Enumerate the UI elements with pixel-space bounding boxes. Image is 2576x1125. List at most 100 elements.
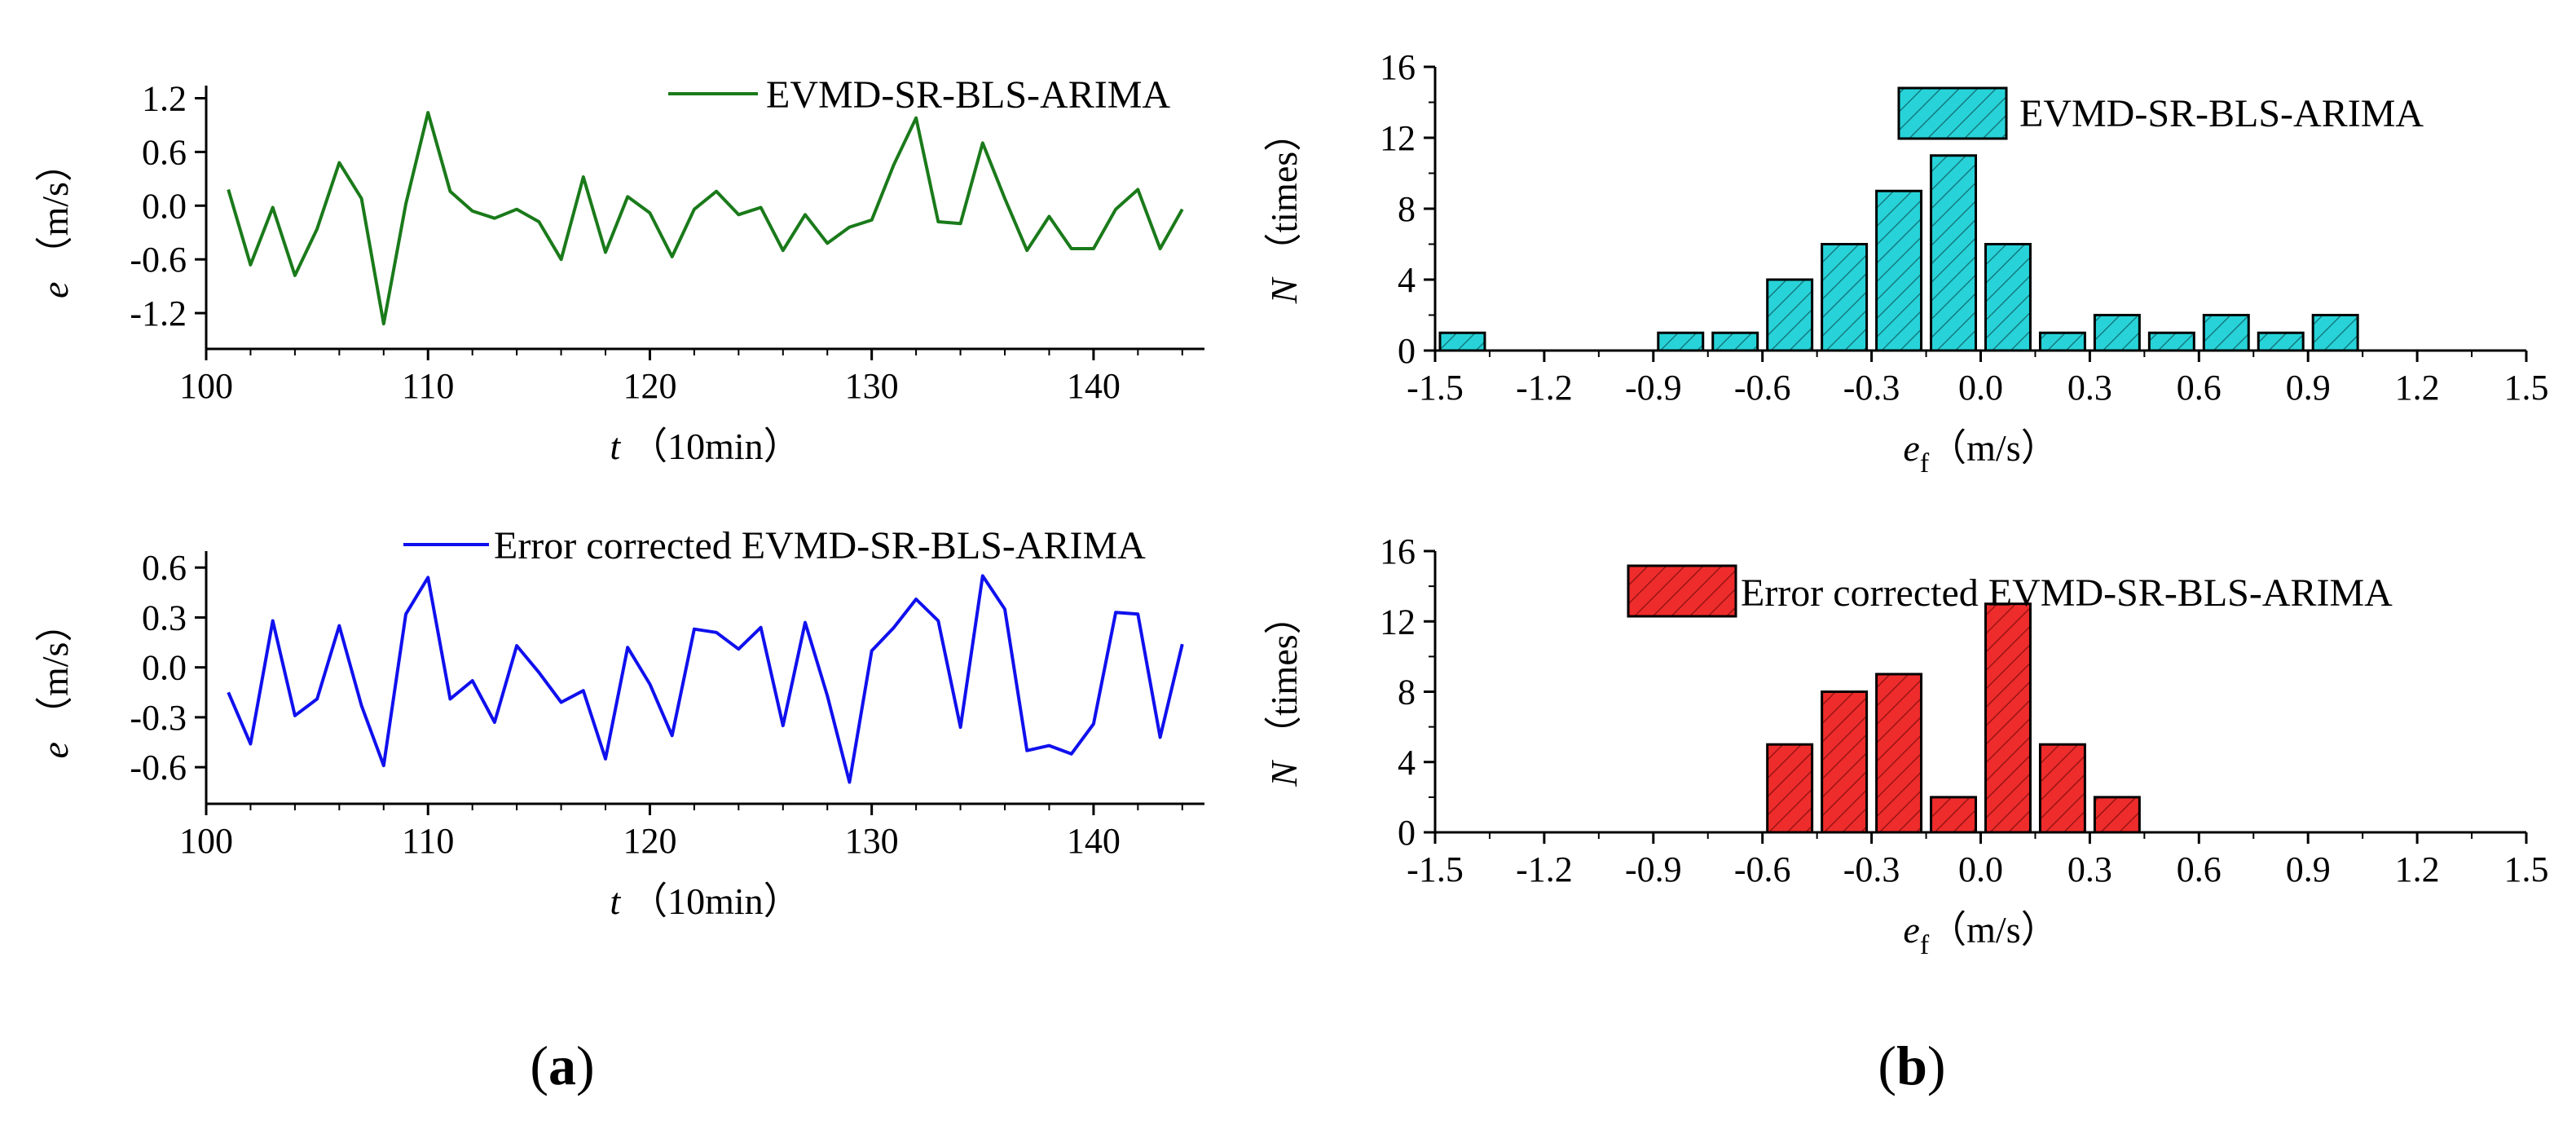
x-axis-unit: （m/s） — [1929, 427, 2058, 469]
y-axis-variable: e — [34, 742, 76, 758]
x-tick-label: -1.5 — [1407, 368, 1464, 408]
x-axis-subscript: f — [1920, 930, 1930, 960]
chart-a-top-error-series: 1.2 0.6 0.0 -0.6 -1.2 100 110 120 130 140 t （10min）… — [34, 73, 1204, 467]
x-tick-label: -0.9 — [1625, 368, 1682, 408]
x-tick-label: 110 — [402, 366, 454, 406]
x-tick-label: 0.0 — [1958, 368, 2003, 408]
x-tick-label: 140 — [1067, 821, 1121, 861]
x-tick-label: -0.6 — [1734, 368, 1791, 408]
x-tick-label: -0.6 — [1734, 849, 1791, 889]
panel-label-b: (b) — [1878, 1035, 1945, 1096]
x-tick-label: 140 — [1067, 366, 1121, 406]
x-tick-label: 120 — [623, 821, 676, 861]
y-axis-variable: N — [1263, 276, 1305, 304]
y-tick-label: -1.2 — [130, 293, 187, 333]
histogram-bar — [1438, 331, 1486, 352]
histogram-bar — [2257, 331, 2305, 352]
x-tick-label: 1.2 — [2395, 849, 2440, 889]
y-tick-label: -0.6 — [130, 240, 187, 280]
y-axis-unit: （m/s） — [34, 605, 76, 734]
histogram-bar — [1930, 796, 1978, 834]
y-tick-label: 4 — [1398, 743, 1416, 783]
y-tick-label: 8 — [1398, 189, 1416, 229]
histogram-bar — [1821, 690, 1869, 834]
legend-label: Error corrected EVMD-SR-BLS-ARIMA — [1741, 571, 2393, 615]
legend-label: EVMD-SR-BLS-ARIMA — [766, 73, 1170, 117]
x-tick-label: 1.5 — [2504, 368, 2549, 408]
y-tick-label: 1.2 — [142, 78, 187, 118]
x-axis-label: ef（m/s） — [1903, 427, 2058, 479]
x-tick-label: 120 — [623, 366, 676, 406]
x-tick-label: 0.3 — [2067, 368, 2112, 408]
y-axis-label: N （times） — [1263, 597, 1305, 787]
histogram-bar — [1984, 602, 2032, 834]
histogram-bar — [2202, 314, 2250, 352]
chart-b-top-error-histogram: 0 4 8 12 16 -1.5 -1.2 -0.9 -0.6 -0.3 0.0 0.3 0.6 0.9 1… — [1263, 47, 2549, 479]
x-tick-label: -0.9 — [1625, 849, 1682, 889]
x-axis-variable: t — [610, 426, 621, 467]
histogram-bar — [2311, 314, 2359, 352]
y-tick-label: 0 — [1398, 813, 1416, 853]
axes — [195, 551, 1204, 815]
x-axis-variable: e — [1903, 427, 1919, 469]
y-tick-label: 0.3 — [142, 598, 187, 638]
histogram-bar — [1875, 673, 1923, 834]
x-tick-label: 0.6 — [2177, 849, 2222, 889]
histogram-bar — [2093, 796, 2141, 834]
axes — [1424, 549, 2528, 844]
y-axis-unit: （times） — [1263, 597, 1305, 753]
histogram-bar — [1930, 154, 1978, 352]
x-axis-label: t （10min） — [610, 426, 800, 467]
x-tick-label: 130 — [845, 366, 899, 406]
legend-swatch — [1627, 564, 1737, 618]
x-tick-label: 0.3 — [2067, 849, 2112, 889]
x-tick-label: 0.6 — [2177, 368, 2222, 408]
histogram-bar — [2038, 331, 2086, 352]
legend-label: EVMD-SR-BLS-ARIMA — [2019, 92, 2424, 135]
y-tick-label: 0.6 — [142, 548, 187, 588]
histogram-bar — [1711, 331, 1759, 352]
x-tick-label: 130 — [845, 821, 899, 861]
histogram-bar — [1984, 243, 2032, 352]
x-tick-label: 0.9 — [2286, 849, 2331, 889]
x-tick-label: -1.5 — [1407, 849, 1464, 889]
x-tick-label: 100 — [179, 366, 233, 406]
histogram-bar — [1821, 243, 1869, 352]
chart-b-bottom-corrected-error-histogram: 0 4 8 12 16 -1.5 -1.2 -0.9 -0.6 -0.3 0.0 0.3 0.6 0.9 1… — [1263, 532, 2549, 960]
series-line — [227, 111, 1184, 326]
x-axis-unit: （m/s） — [1929, 909, 2058, 951]
x-axis-label: ef（m/s） — [1903, 909, 2058, 960]
histogram-bar — [1766, 743, 1814, 834]
x-axis-unit: （10min） — [630, 426, 801, 467]
x-axis-label: t （10min） — [610, 880, 800, 922]
x-tick-label: 110 — [402, 821, 454, 861]
y-axis-variable: N — [1263, 760, 1305, 788]
y-tick-label: 16 — [1380, 47, 1416, 87]
y-tick-label: 12 — [1380, 118, 1416, 158]
y-axis-label: e （m/s） — [34, 144, 76, 298]
x-tick-label: -0.3 — [1843, 849, 1900, 889]
histogram-bar — [1657, 331, 1705, 352]
axes — [195, 86, 1204, 360]
histogram-bar — [2038, 743, 2086, 834]
y-tick-label: -0.6 — [130, 748, 187, 788]
y-tick-label: 0.0 — [142, 648, 187, 688]
y-tick-label: 0 — [1398, 331, 1416, 371]
x-tick-label: 100 — [179, 821, 233, 861]
x-axis-variable: e — [1903, 909, 1919, 951]
x-axis-subscript: f — [1920, 448, 1930, 479]
y-tick-label: 8 — [1398, 673, 1416, 712]
x-tick-label: 0.0 — [1958, 849, 2003, 889]
y-axis-variable: e — [34, 282, 76, 298]
chart-a-bottom-corrected-error-series: 0.6 0.3 0.0 -0.3 -0.6 100 110 120 130 140 t （10min）… — [34, 524, 1204, 922]
histogram-bar — [2147, 331, 2195, 352]
y-axis-unit: （times） — [1263, 114, 1305, 271]
x-tick-label: 1.5 — [2504, 849, 2549, 889]
x-tick-label: -0.3 — [1843, 368, 1900, 408]
x-tick-label: -1.2 — [1516, 368, 1573, 408]
series-line — [227, 574, 1184, 784]
y-axis-label: N （times） — [1263, 114, 1305, 304]
y-tick-label: -0.3 — [130, 698, 187, 738]
histogram-bar — [2093, 314, 2141, 352]
